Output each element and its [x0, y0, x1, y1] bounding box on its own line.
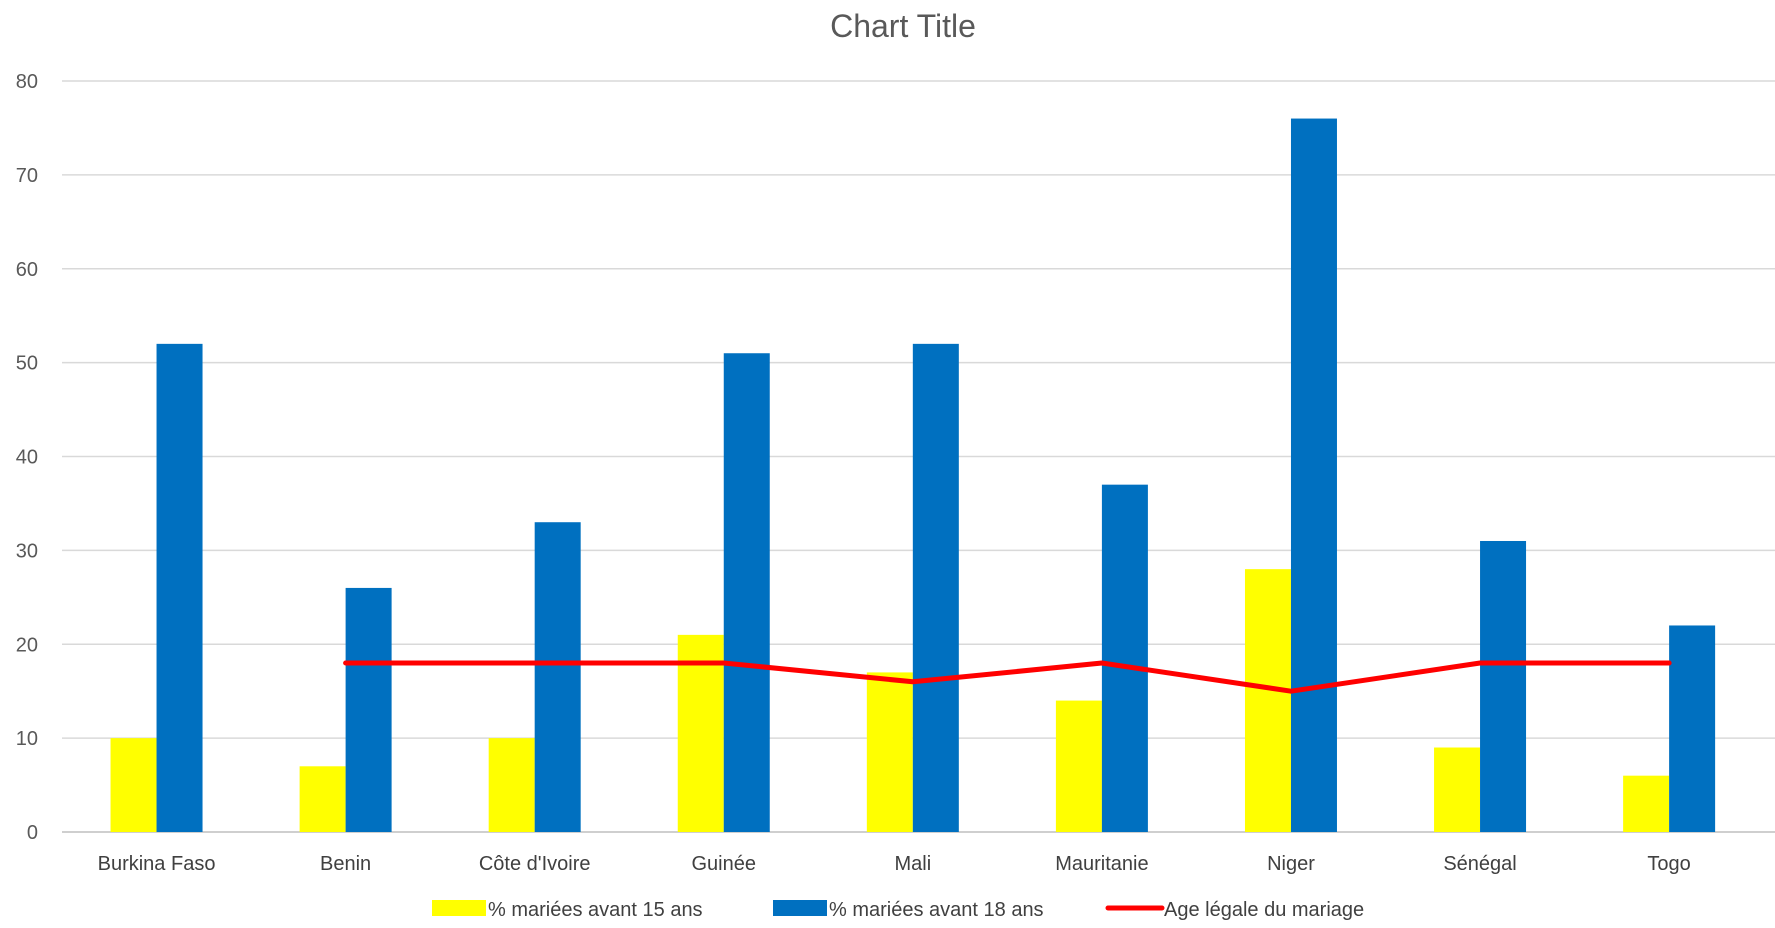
bar-under-18-3: [723, 353, 770, 832]
legend-swatch: [432, 900, 486, 916]
bar-under-15-3: [677, 634, 724, 832]
bar-under-18-1: [345, 587, 392, 832]
x-category-label: Guinée: [692, 853, 757, 875]
bar-under-18-8: [1669, 625, 1716, 832]
bar-under-18-6: [1290, 118, 1337, 833]
x-category-label: Niger: [1267, 853, 1315, 875]
x-axis-category-labels: Burkina Faso Benin Côte d'Ivoire Guinée Mali…: [98, 853, 1691, 875]
bar-under-15-6: [1244, 569, 1291, 832]
legend-item-1[interactable]: % mariées avant 18 ans: [773, 899, 1044, 921]
x-category-label: Benin: [320, 853, 371, 875]
bar-under-18-2: [534, 522, 581, 832]
y-tick-label: 40: [16, 447, 38, 469]
x-category-label: Burkina Faso: [98, 853, 216, 875]
bar-under-15-2: [488, 738, 535, 832]
x-category-label: Mali: [894, 853, 931, 875]
bar-under-15-8: [1623, 775, 1670, 832]
y-tick-label: 0: [27, 822, 38, 844]
y-tick-label: 80: [16, 71, 38, 93]
bar-under-15-4: [866, 672, 913, 832]
legend-label: Age légale du mariage: [1164, 899, 1364, 921]
bar-under-15-0: [110, 738, 157, 832]
bar-under-18-0: [156, 343, 203, 832]
y-tick-label: 30: [16, 540, 38, 562]
legend-swatch: [773, 900, 827, 916]
legend-item-2[interactable]: Age légale du mariage: [1105, 899, 1364, 921]
bar-under-18-4: [912, 343, 959, 832]
line-series: [343, 660, 1672, 694]
line-legal-age: [343, 660, 1672, 694]
x-category-label: Côte d'Ivoire: [479, 853, 591, 875]
legend-label: % mariées avant 18 ans: [829, 899, 1044, 921]
bar-under-15-5: [1055, 700, 1102, 832]
y-tick-label: 70: [16, 165, 38, 187]
bar-under-15-1: [299, 766, 346, 832]
x-category-label: Sénégal: [1443, 853, 1516, 875]
bars: [110, 118, 1716, 833]
y-tick-label: 10: [16, 728, 38, 750]
y-tick-label: 50: [16, 353, 38, 375]
chart-title: Chart Title: [830, 8, 976, 44]
y-tick-label: 60: [16, 259, 38, 281]
x-category-label: Mauritanie: [1055, 853, 1148, 875]
bar-under-18-7: [1480, 540, 1527, 832]
legend-label: % mariées avant 15 ans: [488, 899, 703, 921]
x-category-label: Togo: [1647, 853, 1690, 875]
legend-item-0[interactable]: % mariées avant 15 ans: [432, 899, 703, 921]
y-tick-label: 20: [16, 634, 38, 656]
bar-under-15-7: [1434, 747, 1481, 832]
y-axis-tick-labels: 0 10 20 30 40 50 60 70 80: [16, 71, 38, 844]
bar-under-18-5: [1101, 484, 1148, 832]
legend[interactable]: % mariées avant 15 ans % mariées avant 18…: [432, 899, 1364, 921]
